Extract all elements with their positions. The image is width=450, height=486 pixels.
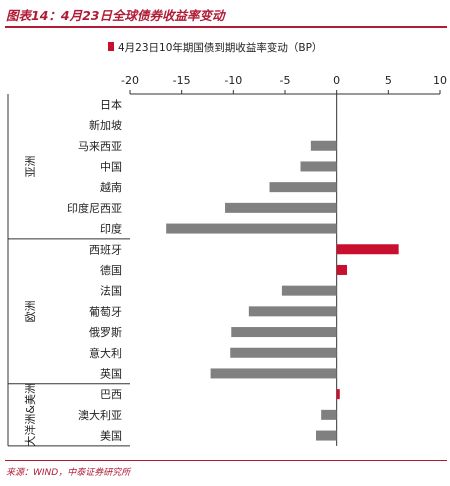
category-label: 巴西: [100, 388, 122, 401]
bar: [316, 430, 337, 441]
bar: [225, 202, 337, 213]
category-label: 马来西亚: [78, 140, 122, 153]
category-label: 印度尼西亚: [67, 201, 122, 215]
category-label: 印度: [100, 222, 122, 236]
bar: [210, 368, 337, 379]
category-label: 葡萄牙: [89, 305, 122, 318]
bar: [166, 223, 337, 234]
group-label: 欧洲: [24, 300, 37, 322]
bar: [336, 244, 399, 255]
category-label: 德国: [100, 263, 122, 277]
bar: [336, 389, 340, 400]
x-tick-label: -10: [224, 74, 242, 87]
bar: [300, 161, 337, 172]
bars: [166, 140, 399, 441]
category-label: 澳大利亚: [78, 408, 122, 422]
bar: [336, 264, 347, 275]
category-label: 新加坡: [89, 118, 122, 132]
footer-rule: [5, 460, 447, 461]
source-note: 来源：WIND，中泰证券研究所: [6, 468, 131, 478]
bar: [321, 409, 337, 420]
category-label: 西班牙: [89, 243, 122, 256]
category-labels: 日本新加坡马来西亚中国越南印度尼西亚印度西班牙德国法国葡萄牙俄罗斯意大利英国巴西…: [67, 97, 122, 442]
bar: [310, 140, 337, 151]
category-label: 中国: [100, 160, 122, 173]
category-label: 法国: [100, 284, 122, 298]
group-label: 大洋洲&美洲: [23, 383, 37, 447]
x-tick-label: 10: [433, 74, 447, 87]
x-tick-labels: -20 -15 -10 -5 0 5 10: [121, 74, 447, 87]
chart-legend: 4月23日10年期国债到期收益率变动（BP）: [108, 41, 322, 54]
bar: [230, 347, 337, 358]
legend-swatch: [108, 42, 114, 51]
x-tick-label: -15: [173, 74, 191, 87]
x-tick-label: -20: [121, 74, 139, 87]
category-label: 意大利: [89, 346, 122, 360]
category-label: 俄罗斯: [89, 326, 122, 339]
category-label: 越南: [100, 180, 122, 194]
x-tick-label: -5: [280, 74, 291, 87]
bar: [269, 182, 337, 193]
category-label: 美国: [100, 430, 122, 443]
x-tick-label: 0: [333, 74, 340, 87]
axes: [7, 90, 441, 447]
x-tick-label: 5: [385, 74, 392, 87]
bar: [231, 327, 337, 338]
group-label: 亚洲: [24, 155, 37, 177]
title-underline: [5, 26, 447, 28]
category-label: 日本: [100, 97, 122, 111]
figure-title: 图表14：4月23日全球债券收益率变动: [6, 8, 225, 23]
bar: [281, 285, 337, 296]
legend-label: 4月23日10年期国债到期收益率变动（BP）: [118, 41, 322, 54]
category-label: 英国: [100, 366, 122, 380]
bar: [248, 306, 337, 317]
